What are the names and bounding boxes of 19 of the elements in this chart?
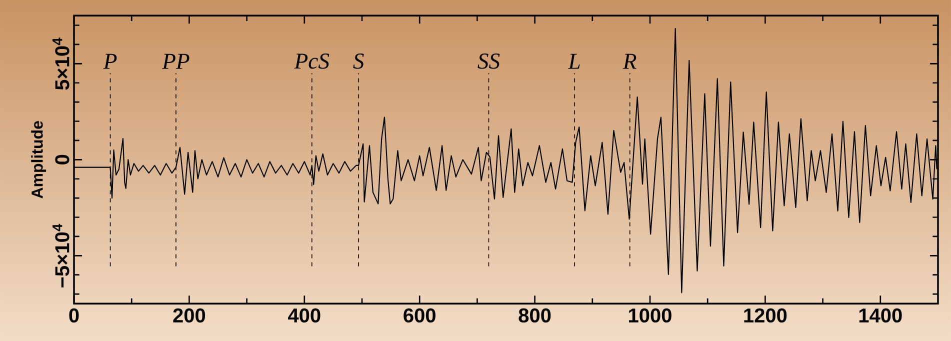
- x-tick-label: 1200: [744, 308, 787, 323]
- ref-line-label: SS: [478, 54, 500, 69]
- x-tick-label: 1000: [629, 308, 672, 323]
- ref-line-label: R: [622, 54, 636, 69]
- x-tick-label: 400: [288, 308, 320, 323]
- y-tick-label: 0: [55, 154, 70, 164]
- y-tick-label: −5×10$^{4}$: [52, 224, 70, 288]
- x-tick-label: 200: [173, 308, 206, 323]
- ref-line-label: PP: [162, 54, 190, 69]
- x-tick-label: 1400: [859, 308, 902, 323]
- y-axis-title: Amplitude: [31, 121, 46, 198]
- ref-line-label: L: [568, 54, 580, 69]
- ref-line-label: P: [103, 54, 117, 69]
- x-tick-label: 600: [404, 308, 436, 323]
- x-tick-label: 800: [518, 308, 551, 323]
- ref-line-label: S: [353, 54, 364, 69]
- ref-line-label: PcS: [294, 54, 330, 69]
- x-tick-label: 0: [69, 308, 79, 323]
- y-tick-label: 5×10$^{4}$: [52, 38, 70, 90]
